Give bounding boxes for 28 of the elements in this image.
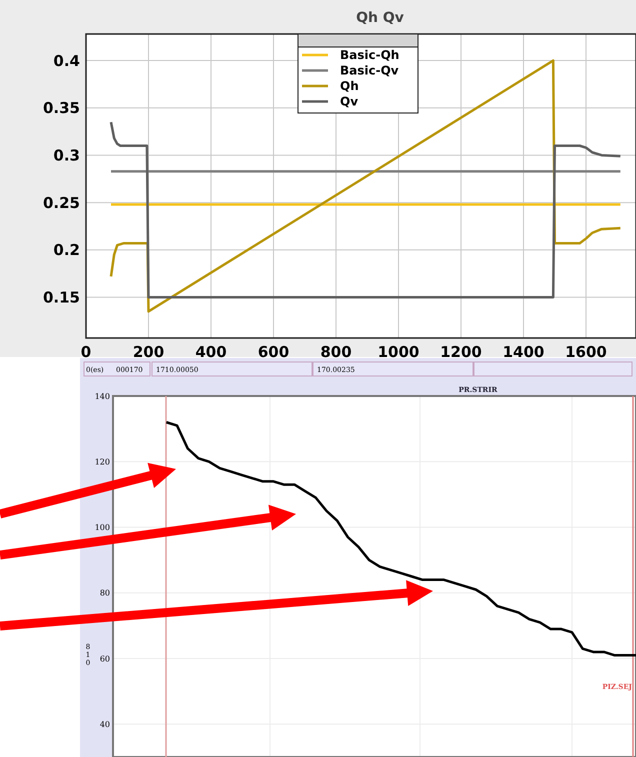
legend-label: Basic-Qv: [340, 64, 399, 78]
y-tick-label: 0.4: [53, 52, 80, 70]
x-tick-label: 800: [320, 343, 352, 361]
chart-title: Qh Qv: [356, 10, 404, 26]
x-tick-label: 1000: [378, 343, 420, 361]
x-tick-label: 1400: [502, 343, 544, 361]
legend-label: Basic-Qh: [340, 48, 400, 62]
x-tick-label: 600: [258, 343, 290, 361]
x-tick-label: 200: [132, 343, 164, 361]
x-tick-label: 0: [80, 343, 92, 361]
y-tick-label: 0.25: [42, 194, 80, 212]
line-series: [110, 120, 622, 299]
y-tick-label: 0.3: [53, 146, 80, 164]
legend-label: Qv: [340, 94, 358, 109]
y-tick-label: 0.2: [53, 241, 80, 260]
x-tick-label: 1600: [565, 343, 607, 361]
y-tick-label: 40: [100, 720, 110, 729]
x-tick-label: 1200: [440, 343, 482, 361]
legend-label: Qh: [340, 79, 359, 94]
y-tick-label: 0.35: [42, 99, 80, 118]
y-tick-label: 100: [94, 523, 110, 532]
line-series: [165, 421, 636, 657]
y-tick-label: 120: [94, 457, 110, 466]
x-tick-label: 400: [195, 343, 227, 361]
y-tick-label: 60: [100, 654, 110, 664]
y-tick-label: 80: [100, 588, 110, 598]
y-tick-label: 0.15: [42, 288, 80, 307]
y-tick-label: 140: [94, 392, 110, 401]
